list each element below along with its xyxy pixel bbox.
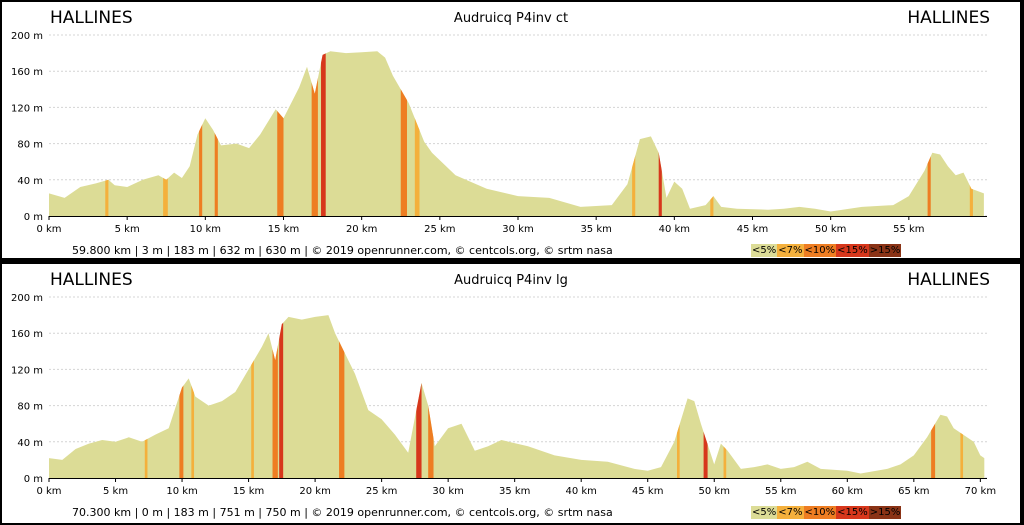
- grade-band: [321, 51, 326, 216]
- x-tick-label: 60 km: [832, 486, 863, 497]
- grade-band: [191, 315, 195, 478]
- grade-band: [632, 51, 636, 216]
- grade-band: [658, 51, 662, 216]
- y-tick-label: 80 m: [17, 140, 43, 151]
- legend-item: <7%: [777, 506, 804, 519]
- x-tick-label: 35 km: [580, 224, 611, 235]
- x-tick-label: 0 km: [36, 224, 61, 235]
- grade-band: [676, 315, 680, 478]
- grade-legend: <5% <7% <10% <15% >15%: [751, 506, 902, 519]
- y-tick-label: 200 m: [11, 293, 43, 304]
- x-tick-label: 45 km: [737, 224, 768, 235]
- grade-band: [710, 51, 714, 216]
- x-tick-label: 35 km: [499, 486, 530, 497]
- y-tick-label: 0 m: [24, 474, 43, 485]
- y-tick-label: 160 m: [11, 329, 43, 340]
- x-tick-label: 55 km: [765, 486, 796, 497]
- elevation-chart-1: 0 m 40 m 80 m 120 m 160 m 200 m 0 km 5 km 10 km 1…: [11, 31, 987, 235]
- y-tick-label: 80 m: [17, 402, 43, 413]
- grade-band: [163, 51, 168, 216]
- end-label: HALLINES: [907, 270, 990, 290]
- grade-band: [414, 51, 420, 216]
- route-stats: 70.300 km | 0 m | 183 m | 751 m | 750 m …: [72, 506, 613, 519]
- elevation-chart-2: 0 m 40 m 80 m 120 m 160 m 200 m 0 km 5 km 10 km 1…: [11, 293, 996, 497]
- grade-band: [969, 51, 973, 216]
- grade-band: [960, 315, 964, 478]
- legend-item: <15%: [836, 506, 869, 519]
- grade-band: [428, 315, 434, 478]
- grade-band: [703, 315, 708, 478]
- elevation-area: [49, 51, 984, 216]
- grade-legend: <5% <7% <10% <15% >15%: [751, 244, 902, 257]
- x-tick-label: 30 km: [502, 224, 533, 235]
- y-tick-label: 200 m: [11, 31, 43, 42]
- route-title: Audruicq P4inv ct: [453, 11, 569, 26]
- grade-band: [272, 315, 278, 478]
- start-label: HALLINES: [50, 8, 133, 28]
- x-tick-label: 10 km: [190, 224, 221, 235]
- x-tick-label: 40 km: [565, 486, 596, 497]
- x-tick-label: 0 km: [36, 486, 61, 497]
- grade-band: [199, 51, 203, 216]
- grade-band: [723, 315, 727, 478]
- grade-band: [179, 315, 184, 478]
- legend-item: <5%: [751, 506, 778, 519]
- y-tick-label: 160 m: [11, 67, 43, 78]
- x-tick-label: 40 km: [659, 224, 690, 235]
- x-tick-label: 15 km: [233, 486, 264, 497]
- x-tick-label: 30 km: [432, 486, 463, 497]
- legend-item: <5%: [751, 244, 778, 257]
- grade-band: [214, 51, 218, 216]
- legend-item: <10%: [803, 244, 837, 257]
- x-tick-label: 20 km: [299, 486, 330, 497]
- x-tick-label: 55 km: [893, 224, 924, 235]
- x-tick-label: 25 km: [366, 486, 397, 497]
- x-tick-label: 5 km: [115, 224, 140, 235]
- grade-band: [416, 315, 422, 478]
- legend-item: >15%: [868, 244, 902, 257]
- grade-band: [105, 51, 109, 216]
- y-tick-label: 120 m: [11, 103, 43, 114]
- start-label: HALLINES: [50, 270, 133, 290]
- grade-band: [311, 51, 318, 216]
- profile-panel-2: 0 m 40 m 80 m 120 m 160 m 200 m 0 km 5 km 10 km 1…: [2, 264, 1020, 523]
- x-tick-label: 50 km: [699, 486, 730, 497]
- route-stats: 59.800 km | 3 m | 183 m | 632 m | 630 m …: [72, 244, 613, 257]
- x-tick-label: 10 km: [166, 486, 197, 497]
- y-tick-label: 0 m: [24, 212, 43, 223]
- end-label: HALLINES: [907, 8, 990, 28]
- x-tick-label: 45 km: [632, 486, 663, 497]
- grade-band: [251, 315, 254, 478]
- y-tick-label: 40 m: [17, 438, 43, 449]
- x-tick-label: 65 km: [898, 486, 929, 497]
- legend-item: <10%: [803, 506, 837, 519]
- legend-item: >15%: [868, 506, 902, 519]
- route-title: Audruicq P4inv lg: [454, 273, 568, 288]
- elevation-area: [49, 315, 985, 478]
- grade-band: [144, 315, 148, 478]
- grade-band: [277, 51, 284, 216]
- x-tick-label: 5 km: [103, 486, 128, 497]
- grade-band: [927, 51, 931, 216]
- legend-item: <7%: [777, 244, 804, 257]
- x-tick-label: 25 km: [424, 224, 455, 235]
- x-tick-label: 15 km: [268, 224, 299, 235]
- legend-item: <15%: [836, 244, 869, 257]
- grade-band: [931, 315, 936, 478]
- grade-band: [279, 315, 284, 478]
- grade-band: [400, 51, 408, 216]
- y-tick-label: 120 m: [11, 365, 43, 376]
- x-tick-label: 20 km: [346, 224, 377, 235]
- profile-panel-1: 0 m 40 m 80 m 120 m 160 m 200 m 0 km 5 km 10 km 1…: [2, 2, 1020, 258]
- y-tick-label: 40 m: [17, 176, 43, 187]
- grade-band: [339, 315, 345, 478]
- x-tick-label: 50 km: [815, 224, 846, 235]
- x-tick-label: 70 km: [965, 486, 996, 497]
